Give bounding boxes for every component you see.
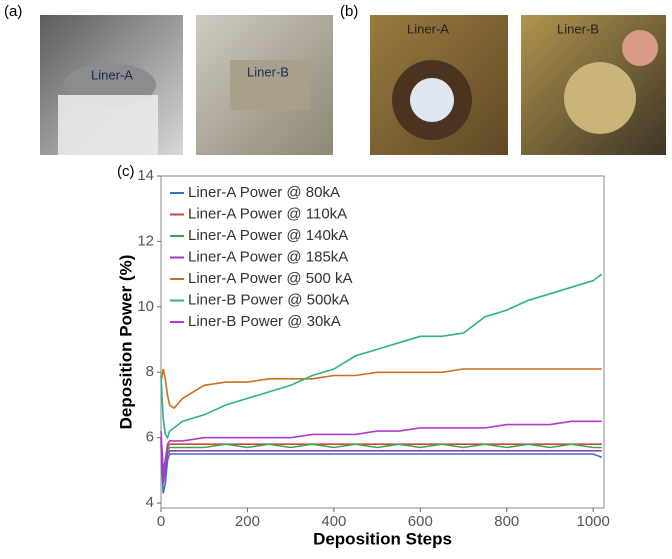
chart: 4 6 8 10 12 14 0 200 400 600 800 1000 Deposition Ste… — [116, 167, 609, 549]
y-tick-label: 10 — [137, 298, 154, 315]
y-tick-label: 4 — [146, 494, 154, 511]
photo-label: Liner-B — [247, 64, 289, 79]
plot-area — [161, 176, 604, 508]
x-tick-label: 200 — [235, 513, 260, 530]
x-tick-label: 800 — [494, 513, 519, 530]
legend-label: Liner-A Power @ 140kA — [188, 227, 348, 244]
legend-label: Liner-A Power @ 500 kA — [188, 270, 352, 287]
legend-label: Liner-A Power @ 185kA — [188, 248, 348, 265]
y-tick-label: 8 — [146, 363, 154, 380]
panel-label: (c) — [117, 163, 135, 180]
liner-bore — [622, 30, 658, 66]
legend-label: Liner-B Power @ 30kA — [188, 313, 341, 330]
figure: (a) Liner-A Liner-B (b) Liner-A Liner-B … — [0, 0, 672, 554]
photo-label: Liner-A — [91, 67, 133, 82]
liner-bore — [410, 78, 454, 122]
panel-label: (b) — [340, 3, 358, 20]
y-tick-label: 6 — [146, 429, 154, 446]
liner-shape — [564, 62, 636, 134]
x-axis-label: Deposition Steps — [313, 529, 452, 548]
x-tick-label: 400 — [321, 513, 346, 530]
x-tick-label: 1000 — [577, 513, 610, 530]
y-tick-label: 12 — [137, 232, 154, 249]
x-tick-label: 600 — [408, 513, 433, 530]
y-tick-label: 14 — [137, 167, 154, 184]
glove — [58, 95, 158, 155]
photo-label: Liner-A — [407, 21, 449, 36]
photo-label: Liner-B — [557, 21, 599, 36]
panel-label: (a) — [4, 3, 22, 20]
legend-label: Liner-A Power @ 110kA — [188, 205, 347, 222]
y-axis-label: Deposition Power (%) — [116, 255, 135, 430]
legend-label: Liner-B Power @ 500kA — [188, 291, 349, 308]
x-tick-label: 0 — [157, 513, 165, 530]
legend-label: Liner-A Power @ 80kA — [188, 184, 340, 201]
